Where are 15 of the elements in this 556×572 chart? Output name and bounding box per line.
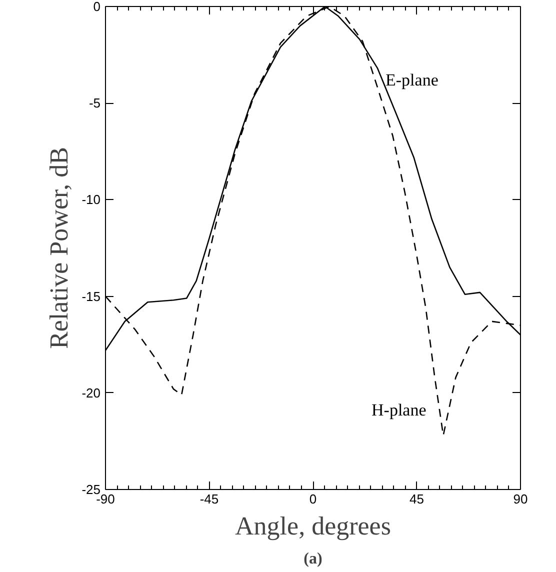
- y-axis-title: Relative Power, dB: [44, 147, 74, 349]
- series-label: H-plane: [372, 400, 426, 420]
- y-tick-label: -25: [82, 482, 101, 497]
- x-tick-label: 45: [410, 492, 424, 506]
- x-tick-label: 0: [309, 492, 317, 506]
- x-tick-label: 90: [513, 492, 528, 506]
- y-tick-label: -20: [82, 385, 101, 400]
- text: (a): [304, 550, 322, 568]
- x-axis-title: Angle, degrees: [235, 512, 391, 540]
- x-tick-label: -45: [200, 492, 219, 506]
- y-tick-label: 0: [93, 0, 101, 14]
- y-tick-label: -15: [82, 288, 101, 304]
- series-label: E-plane: [386, 70, 438, 90]
- y-tick-label: -10: [82, 192, 101, 208]
- y-tick-label: -5: [88, 96, 101, 111]
